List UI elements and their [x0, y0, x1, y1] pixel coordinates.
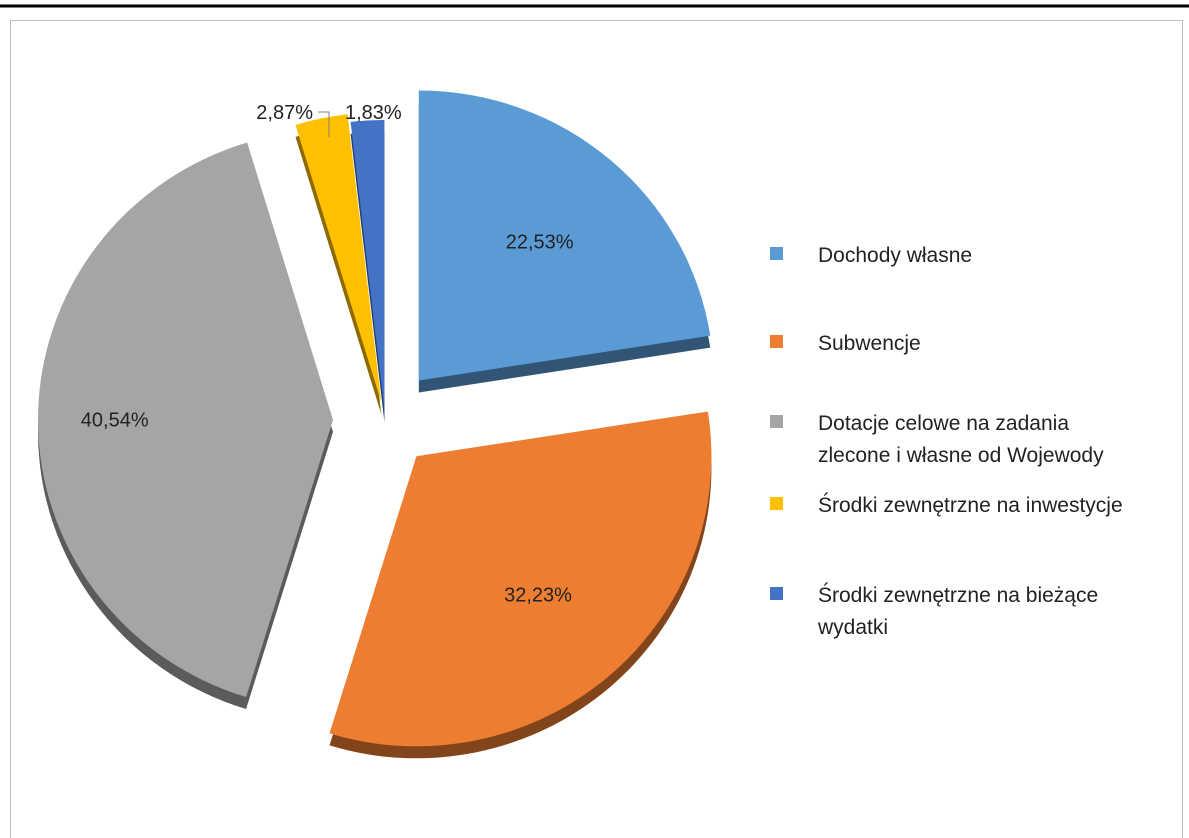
- legend-swatch-srodki-zewnetrzne-na-inwestycje: [770, 497, 783, 510]
- legend-swatch-subwencje: [770, 335, 783, 348]
- legend-label-dotacje-celowe-na-zadania-zlecone-i-wlasne-od-wojewody-line-2: zlecone i własne od Wojewody: [818, 444, 1104, 467]
- legend-label-srodki-zewnetrzne-na-biezace-wydatki-line-2: wydatki: [817, 616, 888, 639]
- leader-line-inwestycje: [318, 111, 330, 137]
- legend-label-dochody-wlasne: Dochody własne: [818, 244, 972, 267]
- legend-swatch-dochody-wlasne: [770, 247, 783, 260]
- data-labels: 22,53% 32,23% 40,54% 2,87% 1,83%: [81, 102, 574, 606]
- pie-slice-srodki-zewnetrzne-na-inwestycje: [295, 114, 382, 403]
- data-label-srodki-zewnetrzne-na-inwestycje: 2,87%: [256, 102, 313, 124]
- legend: Dochody własne Subwencje Dotacje celowe na…: [770, 244, 1123, 639]
- chart-area-border: [10, 20, 1183, 838]
- pie-slice-dotacje-celowe-na-zadania-zlecone-i-wlasne-od-wojewody: [38, 142, 334, 698]
- legend-label-srodki-zewnetrzne-na-inwestycje: Środki zewnętrzne na inwestycje: [818, 493, 1123, 517]
- legend-label-srodki-zewnetrzne-na-biezace-wydatki: Środki zewnętrzne na bieżące: [818, 583, 1098, 607]
- legend-label-dotacje-celowe-na-zadania-zlecone-i-wlasne-od-wojewody: Dotacje celowe na zadania: [818, 412, 1069, 435]
- pie-slice-srodki-zewnetrzne-na-biezace-wydatki: [350, 120, 385, 411]
- legend-swatch-dotacje-celowe-na-zadania-zlecone-i-wlasne-od-wojewody: [770, 415, 783, 428]
- data-label-srodki-zewnetrzne-na-biezace-wydatki: 1,83%: [345, 102, 402, 124]
- data-label-dochody-wlasne: 22,53%: [506, 232, 574, 254]
- pie-slices: [38, 90, 712, 759]
- data-label-dotacje-celowe-na-zadania-zlecone-i-wlasne-od-wojewody: 40,54%: [81, 409, 149, 431]
- legend-swatch-srodki-zewnetrzne-na-biezace-wydatki: [770, 587, 783, 600]
- pie-slice-side-srodki-zewnetrzne-na-inwestycje: [295, 126, 382, 415]
- pie-slice-subwencje: [329, 411, 712, 747]
- pie-slice-dochody-wlasne: [418, 90, 711, 381]
- data-label-subwencje: 32,23%: [504, 584, 572, 606]
- legend-label-subwencje: Subwencje: [818, 332, 921, 355]
